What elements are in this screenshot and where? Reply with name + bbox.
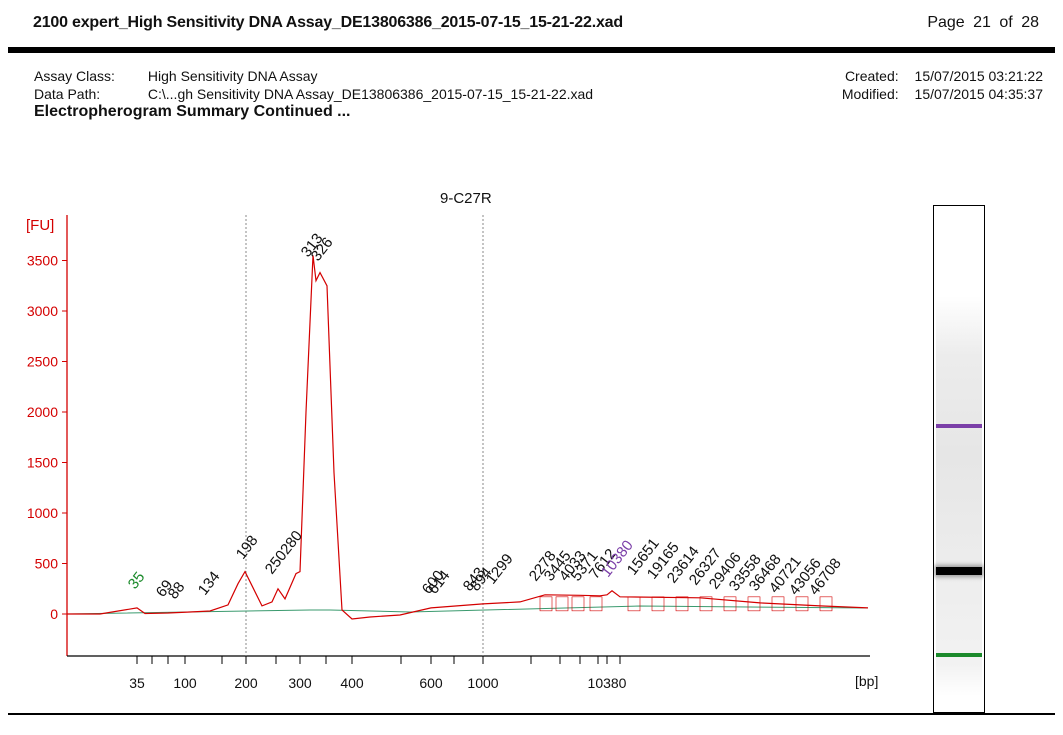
trace-line (67, 255, 869, 620)
y-tick-label: 1500 (27, 455, 58, 471)
y-tick-label: 3500 (27, 253, 58, 269)
footer-rule (8, 713, 1055, 715)
created-value: 15/07/2015 03:21:22 (914, 68, 1043, 84)
peak-window (571, 596, 585, 612)
x-tick-label: 10380 (588, 675, 627, 691)
x-tick-label: 100 (173, 675, 197, 691)
y-tick-label: 2000 (27, 404, 58, 420)
lower-marker-band (936, 653, 982, 658)
y-tick-label: 500 (35, 556, 59, 572)
baseline-trace (66, 605, 869, 615)
y-tick-label: 0 (50, 606, 58, 622)
modified-value: 15/07/2015 04:35:37 (914, 86, 1043, 102)
peak-window (819, 596, 833, 612)
created-row: Created: 15/07/2015 03:21:22 (842, 67, 1043, 85)
peak-label: 198 (233, 532, 262, 562)
modified-row: Modified: 15/07/2015 04:35:37 (842, 85, 1043, 103)
upper-marker-band (936, 424, 982, 429)
gel-lane-background (936, 296, 982, 696)
peak-window (539, 596, 553, 612)
assay-class-row: Assay Class: High Sensitivity DNA Assay (34, 67, 593, 85)
x-axis-label: [bp] (855, 673, 878, 689)
peak-window (675, 596, 689, 612)
peak-label: 35 (125, 569, 149, 593)
peak-window (723, 596, 737, 612)
gel-lane (933, 205, 985, 713)
y-tick-label: 3000 (27, 303, 58, 319)
x-tick-label: 200 (234, 675, 258, 691)
meta-right: Created: 15/07/2015 03:21:22 Modified: 1… (842, 67, 1043, 103)
peak-label: 250280 (262, 528, 306, 578)
data-path-row: Data Path: C:\...gh Sensitivity DNA Assa… (34, 85, 593, 103)
peak-window (747, 596, 761, 612)
peak-window (651, 596, 665, 612)
page-total: 28 (1021, 14, 1039, 31)
peak-window (627, 596, 641, 612)
assay-class-label: Assay Class: (34, 68, 115, 84)
x-tick-label: 400 (340, 675, 364, 691)
page-word: Page (927, 14, 965, 31)
peak-window (795, 596, 809, 612)
peak-window (699, 596, 713, 612)
created-label: Created: (844, 68, 899, 84)
file-title: 2100 expert_High Sensitivity DNA Assay_D… (33, 14, 623, 31)
page-of: of (999, 14, 1013, 31)
data-path-label: Data Path: (34, 86, 101, 102)
peak-window (589, 596, 603, 612)
x-tick-label: 1000 (467, 675, 498, 691)
y-tick-label: 2500 (27, 354, 58, 370)
meta-left: Assay Class: High Sensitivity DNA Assay … (34, 67, 593, 103)
main-band (936, 566, 982, 575)
header-rule (8, 47, 1055, 53)
peak-label: 69 (153, 577, 177, 601)
peak-window (771, 596, 785, 612)
chart-title: 9-C27R (440, 190, 492, 207)
y-axis-label: [FU] (26, 217, 54, 234)
peak-label: 1299 (483, 551, 517, 588)
x-tick-label: 600 (419, 675, 443, 691)
section-title: Electropherogram Summary Continued ... (34, 103, 351, 120)
page-current: 21 (973, 14, 991, 31)
modified-label: Modified: (841, 86, 899, 102)
peak-label: 134 (195, 568, 224, 598)
x-tick-label: 35 (129, 675, 145, 691)
page-indicator: Page 21 of 28 (923, 14, 1039, 32)
peak-label: 88 (165, 579, 189, 603)
assay-class-value: High Sensitivity DNA Assay (147, 68, 318, 84)
x-tick-label: 300 (288, 675, 312, 691)
y-tick-label: 1000 (27, 505, 58, 521)
peak-window (555, 596, 569, 612)
data-path-value: C:\...gh Sensitivity DNA Assay_DE1380638… (147, 86, 594, 102)
